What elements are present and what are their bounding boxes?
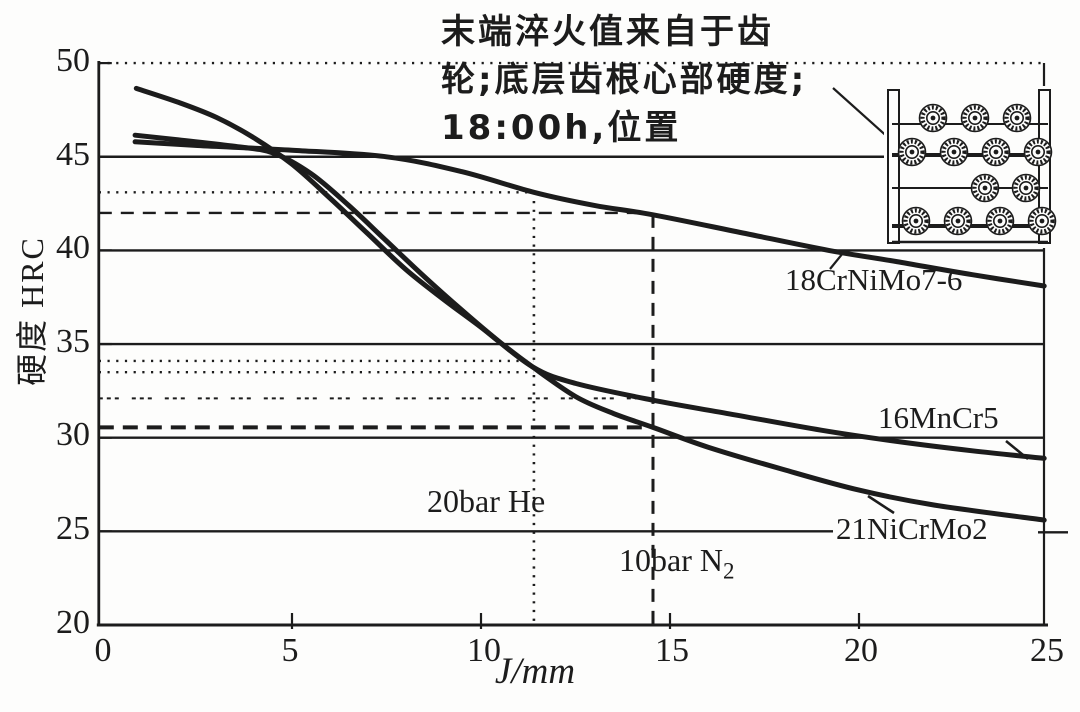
leader-21nicrmo2 (867, 494, 895, 515)
x-tick-label: 0 (94, 632, 112, 669)
annotation-line-3: 18:00h,位置 (441, 108, 682, 148)
y-tick-label: 40 (56, 229, 90, 266)
x-tick-label: 25 (1030, 632, 1064, 669)
x-tick-label: 10 (467, 632, 501, 669)
y-tick-label: 35 (56, 323, 90, 360)
y-tick-label: 20 (56, 604, 90, 641)
curve-label-18crnimo7-6: 18CrNiMo7-6 (785, 262, 963, 297)
condition-label-10bar-n2: 10bar N2 (619, 542, 735, 584)
leader-18crnimo7-6 (829, 252, 844, 270)
hardness-axis-title: 硬度 HRC (14, 236, 50, 386)
x-tick-label: 5 (281, 632, 299, 669)
curve-label-21nicrmo2: 21NiCrMo2 (836, 511, 988, 546)
x-tick-label: 20 (844, 632, 878, 669)
condition-label-20bar-he: 20bar He (427, 483, 546, 519)
annotation-line-1: 末端淬火值来自于齿 (441, 12, 774, 52)
y-tick-label: 30 (56, 416, 90, 453)
subscript-2: 2 (722, 558, 735, 584)
y-tick-label: 50 (56, 42, 90, 79)
annotation-text: 末端淬火值来自于齿 轮;底层齿根心部硬度; 18:00h,位置 (441, 8, 871, 152)
jominy-axis-title: J/mm (494, 651, 576, 692)
curve-18CrNiMo7-6 (132, 139, 1047, 289)
y-tick-label: 45 (56, 136, 90, 173)
gear-rack-inset (884, 86, 1057, 248)
curve-label-16mncr5: 16MnCr5 (878, 400, 999, 435)
annotation-line-2: 轮;底层齿根心部硬度; (441, 60, 808, 100)
x-tick-label: 15 (655, 632, 689, 669)
leader-16mncr5 (1005, 439, 1029, 461)
curve-21NiCrMo2 (132, 132, 1047, 523)
y-tick-label: 25 (56, 510, 90, 547)
